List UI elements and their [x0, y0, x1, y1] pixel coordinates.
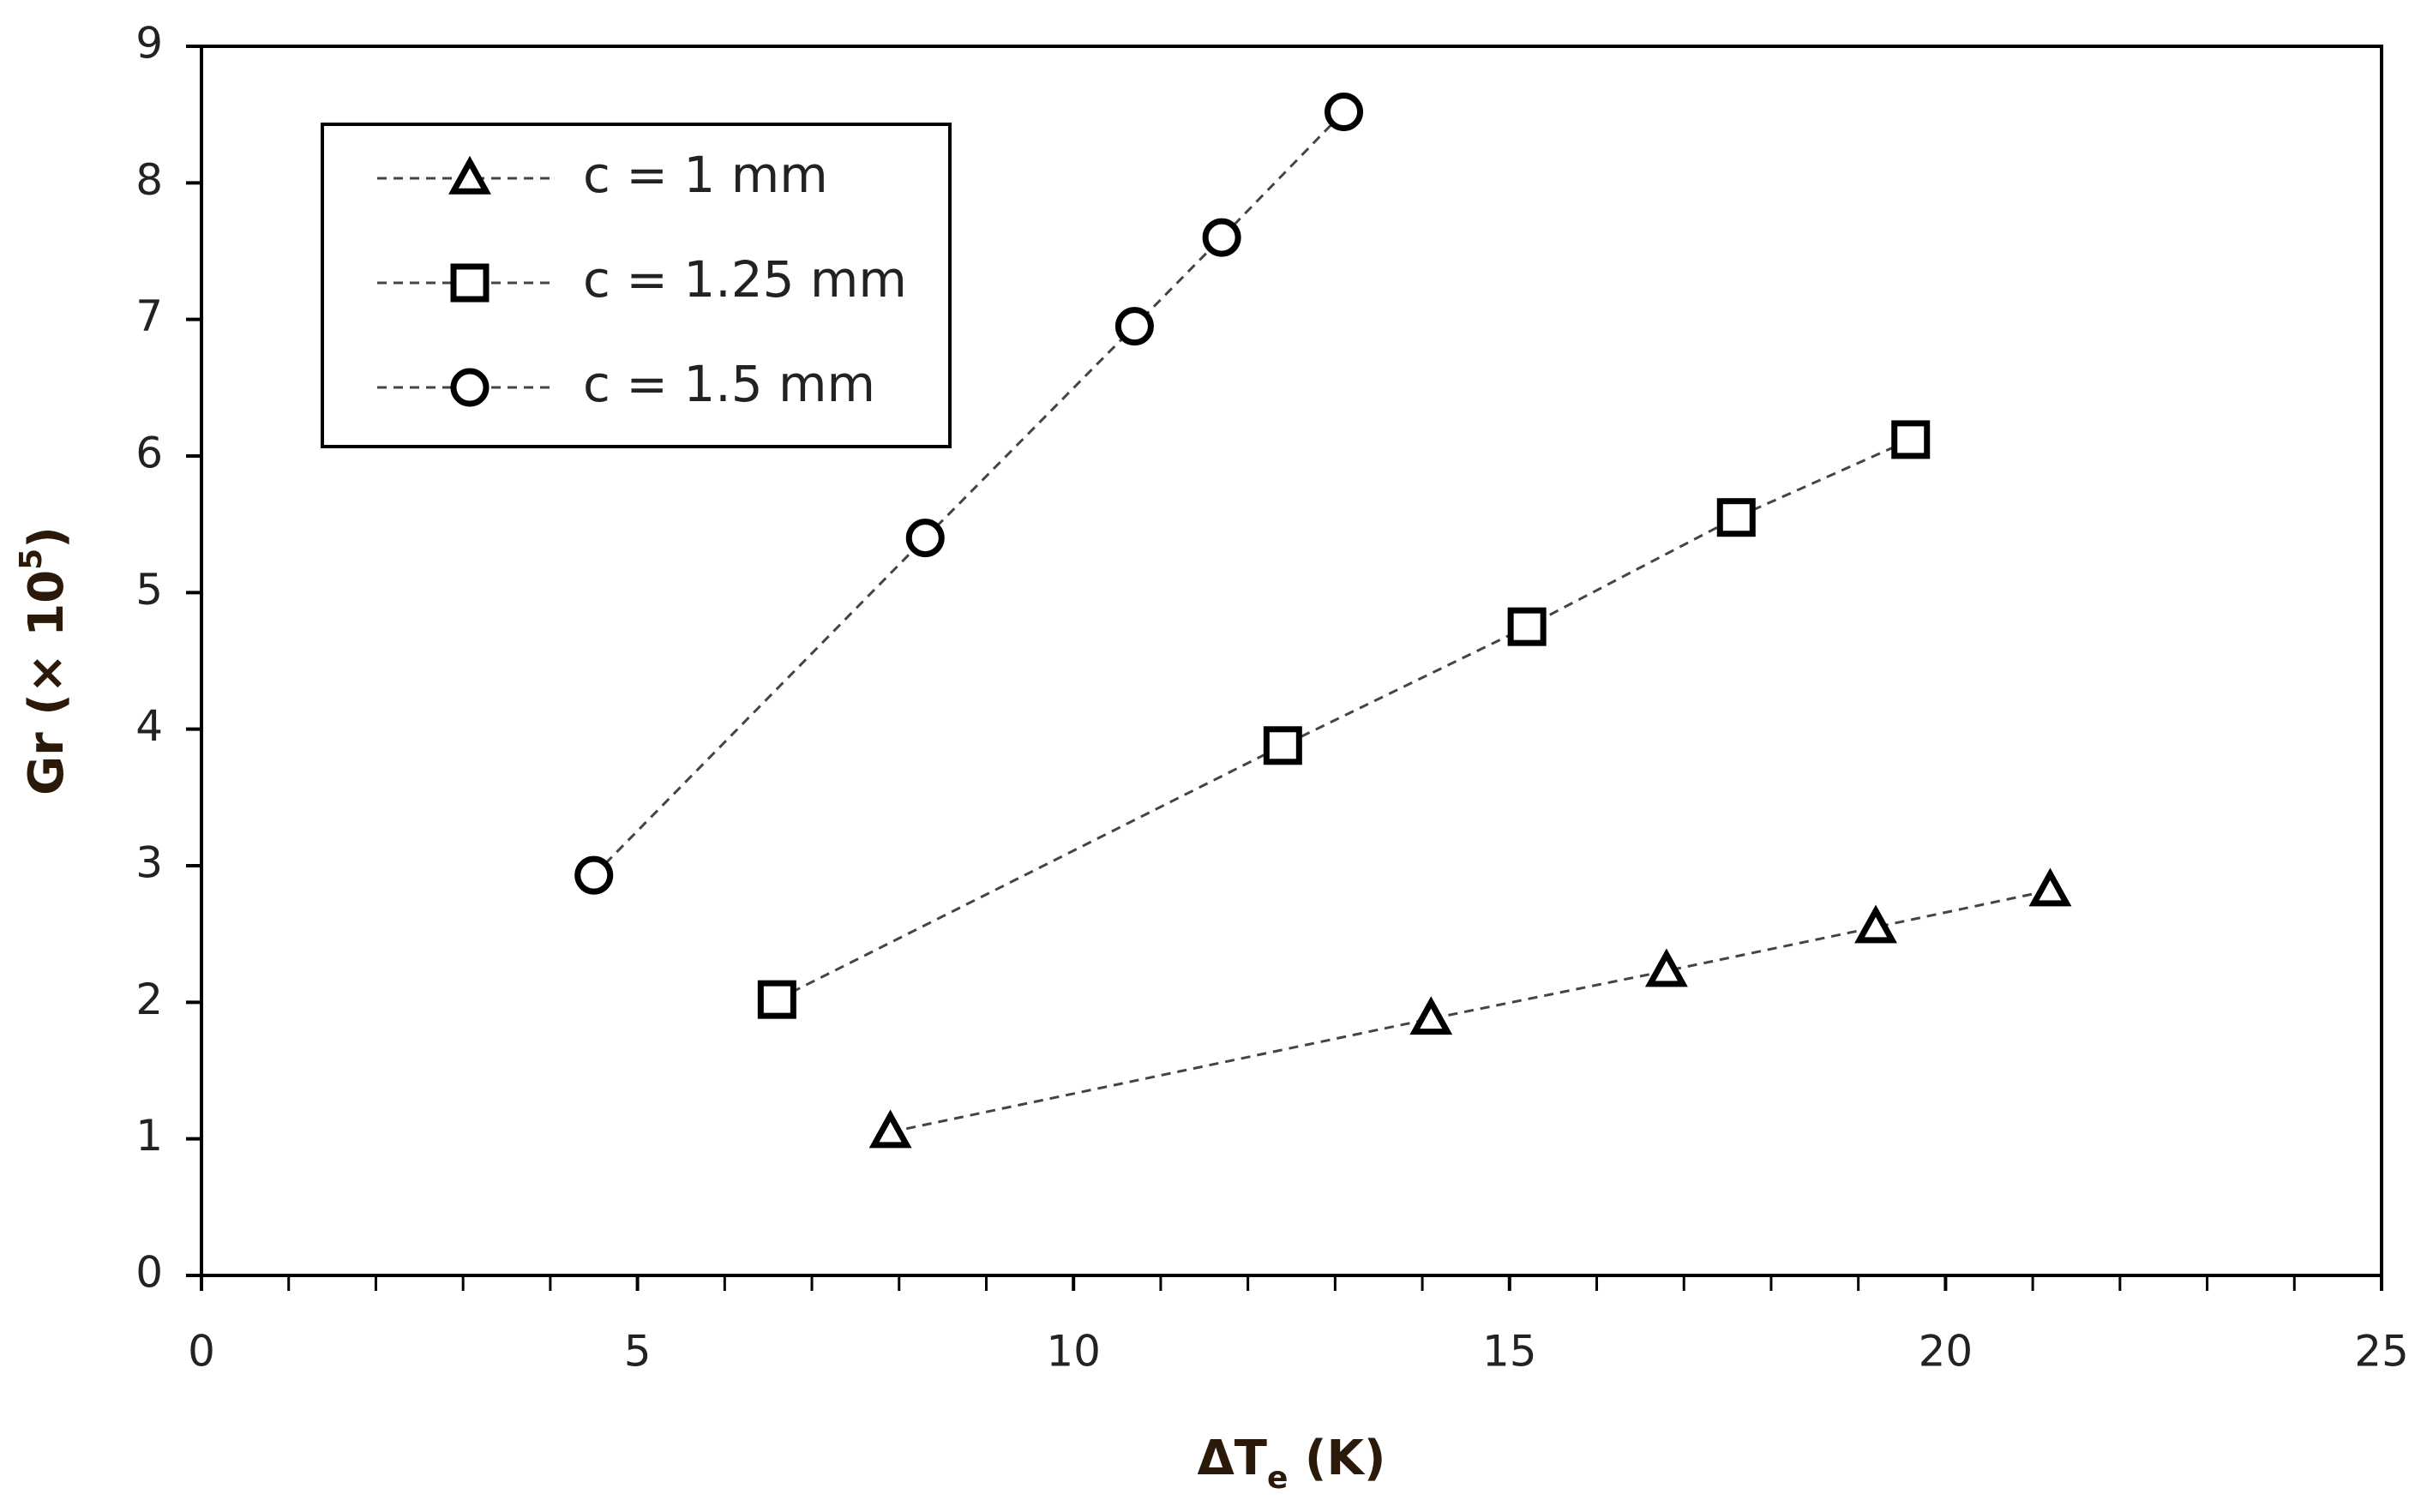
data-point — [1114, 307, 1154, 346]
data-point — [868, 1109, 912, 1149]
x-tick-label: 0 — [188, 1327, 215, 1377]
y-tick-label: 4 — [135, 701, 163, 751]
data-point — [1644, 948, 1688, 987]
x-tick-label: 15 — [1482, 1327, 1537, 1377]
x-tick-label: 20 — [1919, 1327, 1973, 1377]
data-point — [574, 855, 614, 895]
y-tick-label: 7 — [135, 291, 163, 341]
plot-frame — [200, 45, 2383, 1277]
y-tick-label: 9 — [135, 19, 163, 69]
legend-marker — [448, 155, 491, 195]
data-point — [1891, 420, 1931, 459]
y-tick-label: 5 — [135, 565, 163, 615]
x-axis-title: ΔTe (K) — [1197, 1431, 1385, 1495]
legend-marker — [450, 263, 490, 303]
y-tick-label: 0 — [135, 1248, 163, 1298]
data-point — [1854, 904, 1897, 944]
data-point — [1202, 218, 1241, 257]
legend-marker — [450, 368, 490, 407]
x-axis-title-part: (K) — [1288, 1431, 1385, 1486]
y-tick-label: 8 — [135, 155, 163, 205]
data-point — [1507, 607, 1547, 646]
y-axis-title-part: ) — [19, 526, 75, 549]
x-axis-title-part: e — [1267, 1461, 1288, 1496]
legend-label: c = 1 mm — [583, 146, 828, 204]
y-axis-title-part: Gr (× 10 — [19, 570, 75, 795]
x-tick-label: 5 — [624, 1327, 652, 1377]
x-axis-title-part: ΔT — [1197, 1431, 1267, 1486]
y-tick-label: 2 — [135, 975, 163, 1024]
y-axis-title-part: 5 — [14, 549, 49, 570]
data-point — [1325, 92, 1364, 131]
legend-label: c = 1.25 mm — [583, 250, 907, 309]
data-point — [1263, 726, 1302, 765]
x-tick-label: 10 — [1046, 1327, 1101, 1377]
data-point — [1409, 996, 1453, 1035]
data-point — [757, 980, 796, 1019]
x-tick-label: 25 — [2354, 1327, 2409, 1377]
legend-label: c = 1.5 mm — [583, 355, 875, 413]
y-axis-title: Gr (× 105) — [14, 526, 75, 795]
data-point — [2028, 867, 2072, 907]
y-tick-label: 1 — [135, 1111, 163, 1161]
y-tick-label: 6 — [135, 429, 163, 478]
y-tick-label: 3 — [135, 838, 163, 888]
data-point — [1716, 498, 1756, 537]
data-point — [905, 519, 945, 558]
series-line — [890, 889, 2051, 1134]
